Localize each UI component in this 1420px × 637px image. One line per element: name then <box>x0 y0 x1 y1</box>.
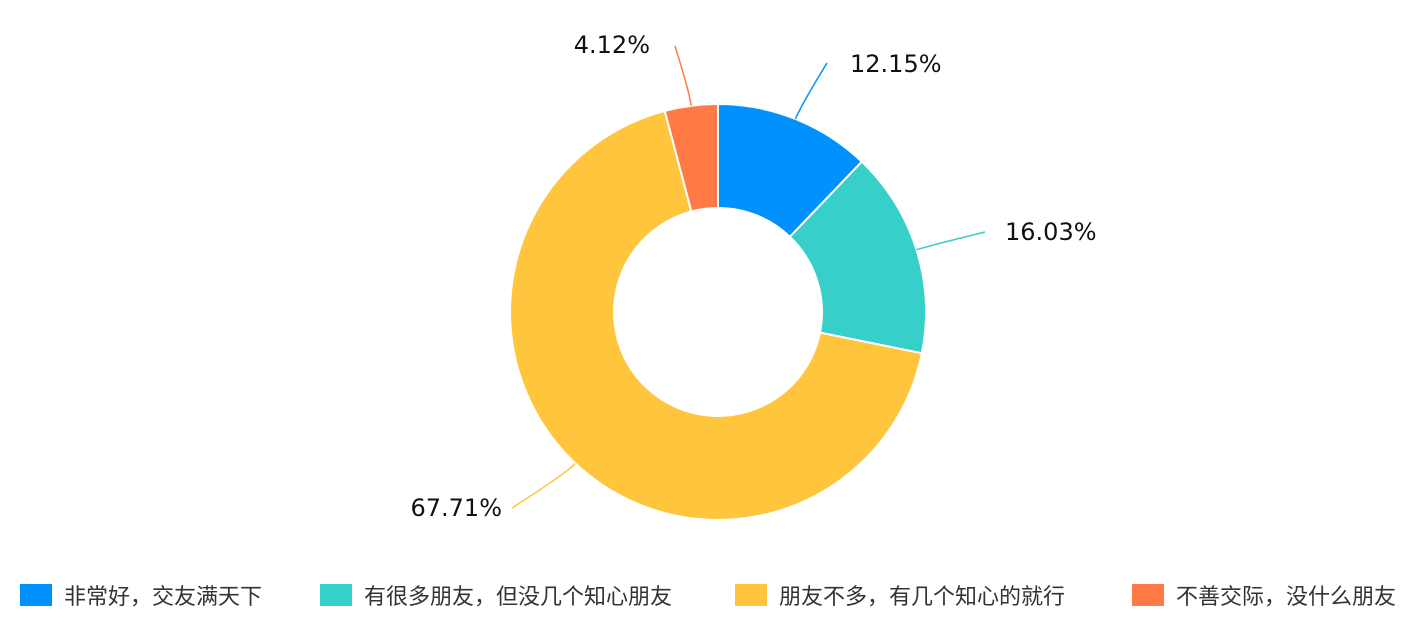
data-label-very-good: 12.15% <box>850 50 942 78</box>
legend-label: 有很多朋友，但没几个知心朋友 <box>364 585 673 610</box>
legend-item-many-friends[interactable]: 有很多朋友，但没几个知心朋友 <box>320 575 672 615</box>
data-label-not-social: 4.12% <box>574 31 650 59</box>
leader-line-many-friends <box>916 231 986 251</box>
donut-chart: 12.15% 16.03% 67.71% 4.12% <box>410 31 1097 522</box>
data-label-few-friends: 67.71% <box>410 494 502 522</box>
slice-not-social[interactable] <box>663 102 719 213</box>
leader-line-few-friends <box>511 462 576 509</box>
legend-item-very-good[interactable]: 非常好，交友满天下 <box>20 575 262 615</box>
legend: 非常好，交友满天下 有很多朋友，但没几个知心朋友 朋友不多，有几个知心的就行 不… <box>0 575 1420 615</box>
leader-line-very-good <box>794 62 828 120</box>
legend-swatch <box>20 584 52 606</box>
legend-label: 不善交际，没什么朋友 <box>1176 585 1397 610</box>
legend-swatch <box>1132 584 1164 606</box>
leader-line-not-social <box>674 45 692 106</box>
legend-swatch <box>735 584 767 606</box>
slice-few-friends[interactable] <box>509 109 924 521</box>
legend-label: 朋友不多，有几个知心的就行 <box>779 585 1066 610</box>
legend-swatch <box>320 584 352 606</box>
legend-item-not-social[interactable]: 不善交际，没什么朋友 <box>1132 575 1396 615</box>
legend-item-few-friends[interactable]: 朋友不多，有几个知心的就行 <box>735 575 1065 615</box>
slice-many-friends[interactable] <box>788 160 927 355</box>
legend-label: 非常好，交友满天下 <box>64 585 263 610</box>
data-label-many-friends: 16.03% <box>1005 218 1097 246</box>
